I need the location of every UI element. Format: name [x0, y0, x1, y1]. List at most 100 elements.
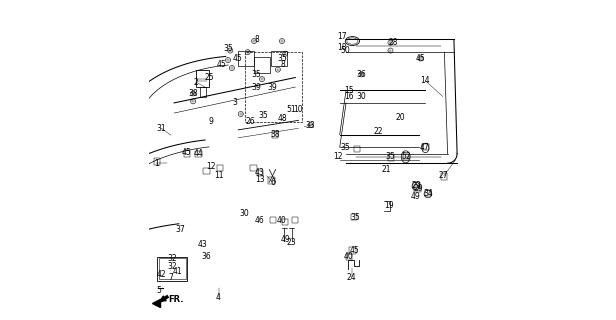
Bar — [272, 132, 278, 138]
Text: 35: 35 — [252, 70, 261, 79]
Text: 33: 33 — [306, 121, 315, 130]
Text: 39: 39 — [267, 83, 277, 92]
Bar — [351, 214, 357, 220]
Text: 35: 35 — [341, 143, 351, 152]
Bar — [415, 186, 421, 192]
Text: 30: 30 — [357, 92, 366, 101]
Text: 18: 18 — [338, 43, 347, 52]
Bar — [154, 158, 161, 165]
Text: 36: 36 — [357, 70, 366, 79]
Text: 21: 21 — [382, 165, 391, 174]
Text: 48: 48 — [277, 114, 287, 123]
Text: 25: 25 — [205, 73, 214, 82]
Text: 19: 19 — [384, 202, 394, 211]
Text: 46: 46 — [255, 216, 265, 225]
Text: 47: 47 — [420, 143, 429, 152]
Text: 49: 49 — [410, 192, 420, 201]
Text: 41: 41 — [172, 267, 182, 276]
Text: 22: 22 — [373, 127, 383, 136]
Text: 14: 14 — [421, 76, 430, 85]
Bar — [440, 173, 447, 180]
Bar — [245, 52, 302, 122]
Text: 32: 32 — [168, 254, 177, 263]
Text: 5: 5 — [156, 285, 161, 295]
Text: 34: 34 — [423, 189, 433, 198]
Text: 35: 35 — [223, 44, 233, 53]
Text: 15: 15 — [344, 86, 354, 95]
Bar — [200, 87, 206, 97]
Bar — [402, 154, 409, 160]
Text: 50: 50 — [341, 46, 351, 55]
Bar — [346, 253, 352, 260]
Text: 51: 51 — [286, 105, 296, 114]
Text: 2: 2 — [194, 78, 199, 87]
Text: 12: 12 — [333, 152, 343, 161]
Bar — [269, 178, 275, 184]
Text: 45: 45 — [233, 54, 243, 63]
Text: 45: 45 — [217, 60, 227, 69]
Text: 37: 37 — [176, 225, 185, 234]
Text: 20: 20 — [395, 113, 405, 122]
Text: 13: 13 — [255, 174, 265, 184]
Text: 16: 16 — [344, 92, 354, 101]
Text: 12: 12 — [206, 162, 216, 171]
Bar — [203, 168, 209, 174]
Text: 43: 43 — [255, 168, 265, 177]
Text: 29: 29 — [411, 181, 421, 190]
Bar — [292, 217, 299, 223]
Text: 32: 32 — [168, 262, 177, 271]
Text: 24: 24 — [347, 273, 357, 282]
Text: 27: 27 — [439, 172, 448, 180]
Text: 35: 35 — [350, 212, 360, 222]
Text: FR.: FR. — [168, 295, 184, 304]
Text: 35: 35 — [258, 111, 268, 120]
Text: 40: 40 — [277, 216, 287, 225]
Text: 26: 26 — [245, 117, 255, 126]
Text: 8: 8 — [281, 60, 286, 69]
Text: 38: 38 — [188, 89, 198, 98]
Text: 23: 23 — [286, 238, 296, 247]
Text: 40: 40 — [344, 252, 354, 261]
Bar — [250, 165, 257, 171]
Text: 30: 30 — [239, 209, 249, 219]
Bar — [257, 170, 263, 176]
Bar — [388, 154, 394, 161]
Bar — [238, 51, 254, 67]
Text: 1: 1 — [154, 159, 159, 168]
Text: 31: 31 — [156, 124, 166, 133]
Bar — [197, 69, 209, 87]
Text: 42: 42 — [156, 270, 166, 279]
Text: 4: 4 — [216, 292, 221, 301]
Bar — [157, 257, 187, 281]
Text: 10: 10 — [293, 105, 302, 114]
Text: 45: 45 — [350, 246, 360, 255]
Bar — [195, 151, 201, 157]
Text: 28: 28 — [388, 38, 398, 47]
Bar — [217, 165, 223, 171]
Text: 29: 29 — [413, 184, 423, 193]
Text: 36: 36 — [201, 252, 211, 261]
Text: 52: 52 — [401, 152, 410, 161]
Text: 35: 35 — [385, 152, 395, 161]
Text: 49: 49 — [280, 235, 290, 244]
Text: 43: 43 — [198, 240, 208, 249]
Text: 7: 7 — [169, 273, 173, 282]
Bar — [254, 57, 270, 73]
Text: 44: 44 — [193, 149, 203, 158]
Text: 9: 9 — [209, 117, 214, 126]
Bar — [349, 247, 355, 253]
Text: 45: 45 — [182, 148, 192, 156]
Bar — [422, 144, 429, 150]
Bar — [354, 146, 360, 152]
Bar — [282, 219, 288, 225]
Bar — [270, 217, 277, 223]
Bar — [425, 190, 431, 196]
Text: 39: 39 — [252, 83, 261, 92]
Text: 8: 8 — [254, 35, 259, 44]
Text: 38: 38 — [271, 130, 280, 139]
Text: 11: 11 — [214, 172, 223, 180]
Bar — [159, 258, 186, 279]
Text: 6: 6 — [270, 178, 275, 187]
Text: 17: 17 — [338, 32, 347, 41]
Text: 45: 45 — [416, 54, 426, 63]
